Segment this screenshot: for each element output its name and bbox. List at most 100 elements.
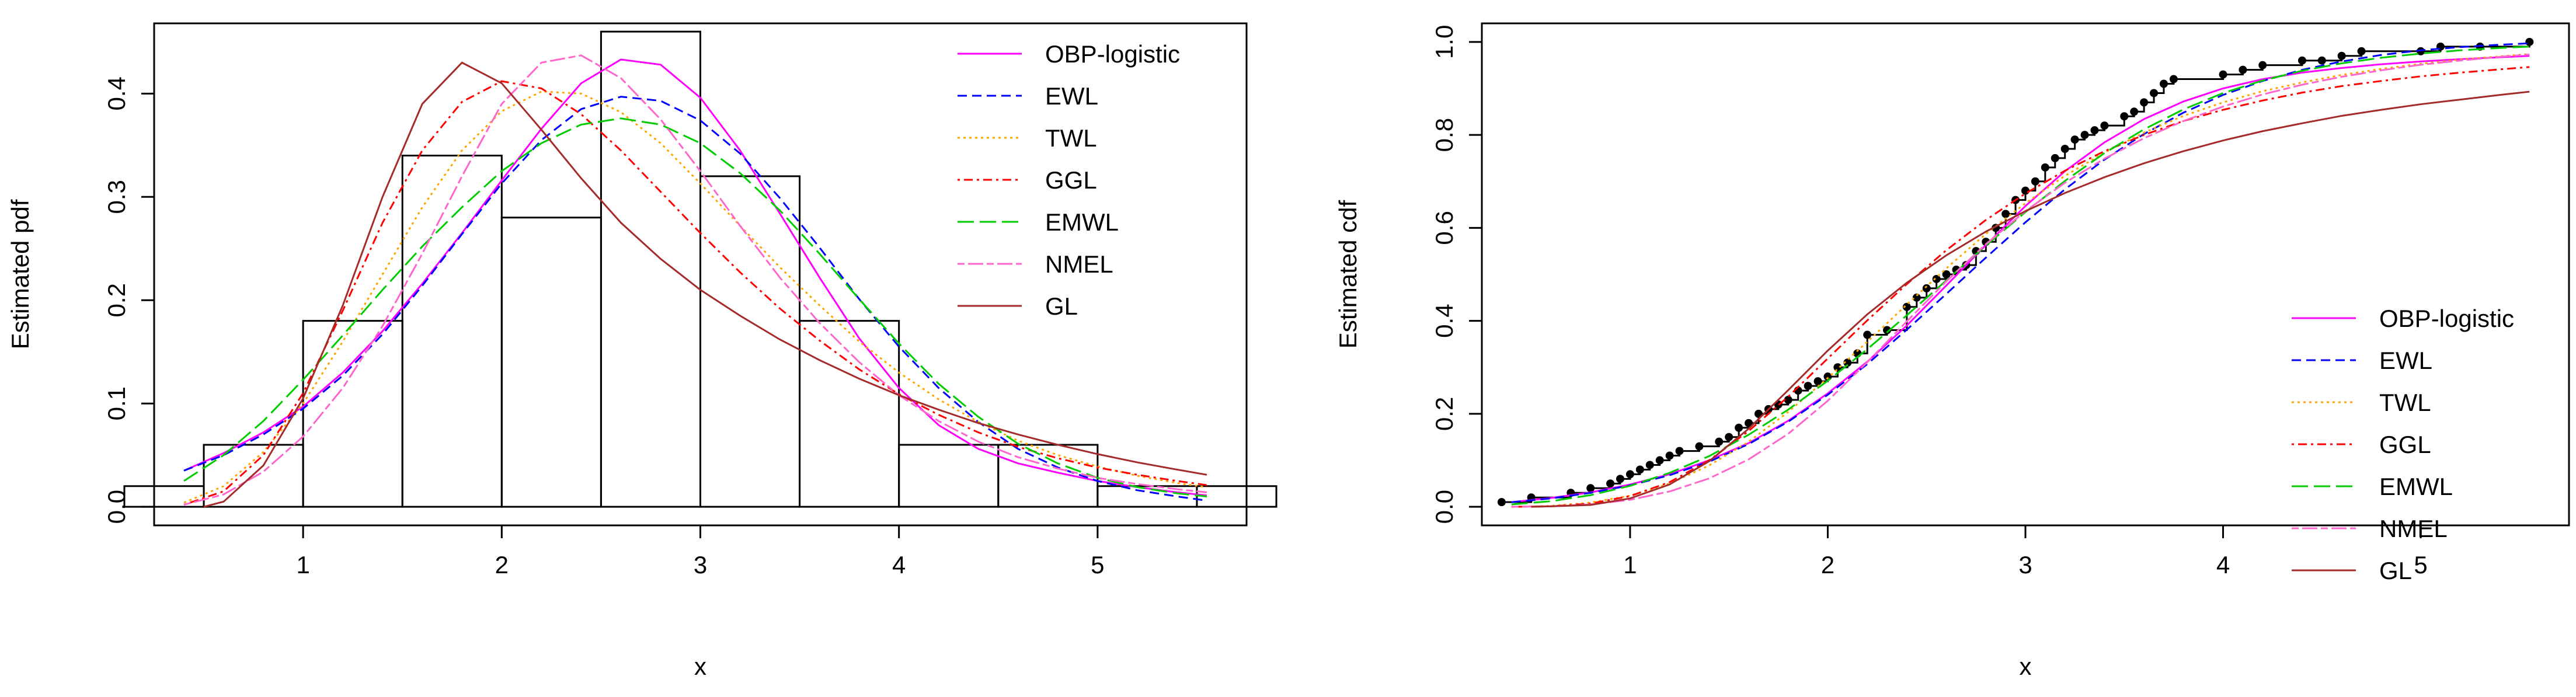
ecdf-point <box>1863 330 1872 339</box>
ecdf-point <box>2021 186 2030 195</box>
ecdf-point <box>1952 266 1961 274</box>
y-tick-label: 1.0 <box>1430 25 1458 59</box>
ecdf-point <box>1843 358 1852 367</box>
ecdf-point <box>1497 498 1506 507</box>
legend-label: OBP-logistic <box>1045 40 1180 68</box>
x-axis-title: x <box>2020 653 2032 680</box>
legend-label: EMWL <box>1045 208 1119 236</box>
legend-label: OBP-logistic <box>2379 305 2514 332</box>
ecdf-point <box>1942 270 1951 278</box>
ecdf-point <box>1804 382 1812 391</box>
x-tick-label: 1 <box>296 551 309 578</box>
ecdf-point <box>1625 470 1634 479</box>
ecdf-point <box>2080 131 2089 140</box>
ecdf-point <box>1655 456 1664 465</box>
ecdf-point <box>1645 461 1654 469</box>
series-line-emwl <box>183 117 1207 497</box>
series-line-twl <box>1511 53 2530 508</box>
x-tick-label: 5 <box>1091 551 1104 578</box>
series-line-ggl <box>1511 66 2530 508</box>
y-tick-label: 0.2 <box>103 283 130 317</box>
ecdf-point <box>2169 75 2178 83</box>
x-tick-label: 3 <box>2018 551 2032 578</box>
ecdf-point <box>2130 107 2139 116</box>
legend-label: TWL <box>1045 124 1097 152</box>
series-line-ewl <box>1511 42 2530 503</box>
y-tick-label: 0.3 <box>103 180 130 214</box>
y-tick-label: 0.6 <box>1430 211 1458 245</box>
ecdf-point <box>1922 284 1931 292</box>
histogram-bar <box>500 217 602 508</box>
ecdf-point <box>1784 396 1792 404</box>
legend-label: GGL <box>2379 431 2431 458</box>
series-line-gl <box>203 61 1207 508</box>
y-axis-title: Estimated cdf <box>1334 200 1362 348</box>
series-line-obp-logistic <box>1511 55 2530 503</box>
legend-label: GL <box>2379 557 2412 584</box>
ecdf-point <box>1813 377 1822 386</box>
y-tick-label: 0.0 <box>103 490 130 524</box>
ecdf-point <box>2051 154 2059 162</box>
series-line-ggl <box>183 80 1207 506</box>
histogram-bar <box>1196 485 1277 508</box>
ecdf-point <box>1635 465 1644 474</box>
y-tick-label: 0.4 <box>103 76 130 110</box>
y-tick-label: 0.8 <box>1430 118 1458 152</box>
ecdf-point <box>2001 210 2010 218</box>
histogram-bar <box>123 485 205 508</box>
histogram-bar <box>898 444 1000 508</box>
ecdf-point <box>1902 302 1911 311</box>
ecdf-point <box>1695 442 1704 451</box>
series-line-ewl <box>183 96 1207 502</box>
series-line-emwl <box>1511 46 2530 506</box>
x-axis-title: x <box>694 653 706 680</box>
ecdf-point <box>2100 121 2109 130</box>
x-tick-label: 3 <box>694 551 707 578</box>
ecdf-point <box>1606 479 1615 488</box>
series-line-obp-logistic <box>183 58 1207 497</box>
ecdf-point <box>2090 126 2099 135</box>
ecdf-point <box>1932 274 1941 283</box>
legend-label: EMWL <box>2379 473 2453 500</box>
ecdf-point <box>2070 135 2079 144</box>
histogram-bar <box>302 320 403 508</box>
ecdf-point <box>1616 475 1624 483</box>
histogram-bar <box>401 155 503 508</box>
y-tick-label: 0.2 <box>1430 397 1458 431</box>
ecdf-point <box>1725 433 1733 441</box>
y-axis-title: Estimated pdf <box>6 199 34 349</box>
ecdf-point <box>1833 363 1842 372</box>
ecdf-point <box>2525 37 2534 46</box>
series-line-nmel <box>183 54 1207 506</box>
ecdf-point <box>2258 61 2267 69</box>
x-tick-label: 2 <box>495 551 509 578</box>
legend-label: EWL <box>1045 82 1098 110</box>
ecdf-point <box>2219 70 2227 79</box>
ecdf-point <box>2357 47 2366 55</box>
series-line-nmel <box>1511 53 2530 508</box>
ecdf-point <box>2140 98 2149 107</box>
ecdf-point <box>2031 177 2039 186</box>
legend-label: NMEL <box>2379 515 2448 542</box>
panel-2: 1 2 3 4 5 x 0.0 0.2 0.4 0.6 0.8 1.0 Estimated cdf OBP… <box>1334 22 2570 680</box>
ecdf-point <box>2060 145 2069 153</box>
legend-label: GL <box>1045 292 1078 320</box>
y-tick-label: 0.4 <box>1430 304 1458 337</box>
x-tick-label: 4 <box>892 551 906 578</box>
ecdf-point <box>2041 163 2049 172</box>
x-tick-label: 1 <box>1623 551 1637 578</box>
legend-label: GGL <box>1045 166 1097 194</box>
ecdf-point <box>2150 89 2159 97</box>
legend-label: TWL <box>2379 389 2431 416</box>
histogram-bar <box>600 30 701 508</box>
ecdf-point <box>1586 484 1595 493</box>
panel-1: 1 2 3 4 5 x 0.0 0.1 0.2 0.3 0.4 Estimated pdf OBP-lo… <box>6 22 1277 680</box>
ecdf-point <box>1745 419 1753 427</box>
histogram-bar <box>799 320 900 508</box>
y-tick-label: 0.0 <box>1430 490 1458 524</box>
histogram-bar <box>203 444 304 508</box>
series-line-gl <box>1531 90 2530 508</box>
ecdf-point <box>1912 293 1921 302</box>
x-tick-label: 2 <box>1821 551 1834 578</box>
